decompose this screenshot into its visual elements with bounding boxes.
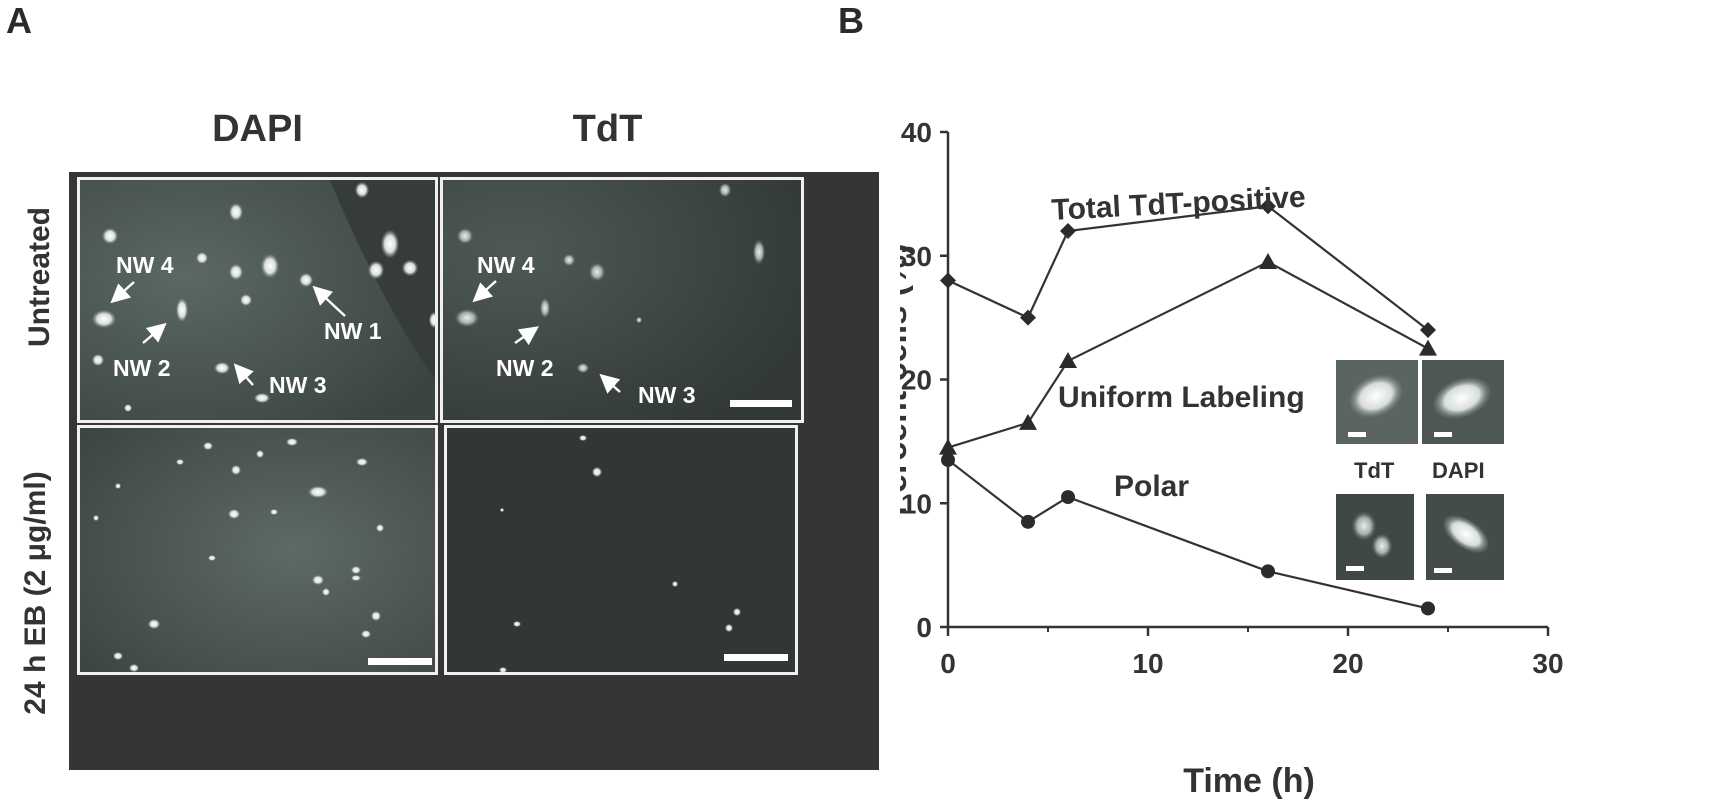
- data-point-2-1: [1021, 514, 1035, 529]
- data-point-2-0: [941, 452, 955, 467]
- column-header-dapi: DAPI: [212, 108, 303, 150]
- chart-axes: 0 10 20 30 40 0 10 20 30: [901, 120, 1564, 679]
- y-tick-label: 40: [901, 120, 932, 148]
- x-tick-label: 30: [1532, 648, 1563, 679]
- series-label-uniform: Uniform Labeling: [1058, 381, 1305, 414]
- annotation-dapi-nw2: NW 2: [113, 355, 171, 381]
- inset-polar-tdt: [1336, 494, 1414, 580]
- annotation-dapi-nw1: NW 1: [324, 318, 382, 344]
- data-point-1-4: [1419, 339, 1437, 356]
- y-tick-label: 10: [901, 488, 932, 519]
- series-label-polar: Polar: [1114, 470, 1189, 503]
- column-header-tdt: TdT: [572, 108, 643, 150]
- annotation-arrows: [110, 280, 621, 394]
- data-point-0-1: [1020, 309, 1036, 326]
- inset-label-dapi: DAPI: [1432, 458, 1485, 483]
- annotation-tdt-nw2: NW 2: [496, 355, 554, 381]
- data-point-1-0: [939, 438, 957, 455]
- y-axis-label: Percent cells (%): [900, 243, 914, 515]
- inset-uniform-dapi: [1422, 360, 1504, 444]
- annotation-dapi-nw4: NW 4: [116, 252, 174, 278]
- scale-bar-tdt-untreated: [730, 400, 792, 407]
- x-axis-label: Time (h): [1183, 762, 1315, 800]
- y-tick-label: 0: [916, 612, 932, 643]
- data-point-2-3: [1261, 564, 1275, 579]
- data-point-1-1: [1019, 413, 1037, 430]
- micrograph-tdt-eb: [444, 425, 798, 675]
- data-point-2-4: [1421, 601, 1435, 616]
- data-point-0-0: [940, 272, 956, 289]
- line-chart: 0 10 20 30 40 0 10 20 30 Time (h) Percent cells …: [900, 120, 1564, 800]
- annotation-dapi-nw3: NW 3: [269, 372, 327, 398]
- micrograph-dapi-untreated: [77, 177, 438, 423]
- data-point-1-3: [1259, 252, 1277, 269]
- data-point-0-4: [1420, 322, 1436, 338]
- panel-b-label: B: [838, 0, 864, 41]
- inset-label-tdt: TdT: [1354, 458, 1395, 483]
- data-point-2-2: [1061, 490, 1075, 505]
- series-line-0: [947, 205, 1429, 331]
- micrograph-tdt-untreated: [440, 177, 804, 423]
- inset-uniform-tdt: [1336, 360, 1418, 444]
- x-tick-label: 20: [1332, 648, 1363, 679]
- scale-bar-tdt-eb: [724, 654, 788, 661]
- y-tick-label: 30: [901, 241, 932, 272]
- x-tick-label: 10: [1132, 648, 1163, 679]
- x-tick-label: 0: [940, 648, 956, 679]
- scale-bar-dapi-eb: [368, 658, 432, 665]
- annotation-tdt-nw3: NW 3: [638, 382, 696, 408]
- data-point-0-3: [1260, 198, 1276, 215]
- data-point-0-2: [1060, 223, 1076, 239]
- data-point-1-2: [1059, 351, 1077, 368]
- annotation-tdt-nw4: NW 4: [477, 252, 535, 278]
- series-markers: [939, 198, 1437, 616]
- panel-a-label: A: [6, 0, 32, 41]
- inset-polar-dapi: [1426, 494, 1504, 580]
- micrograph-dapi-eb: [77, 425, 438, 675]
- y-tick-label: 20: [901, 365, 932, 396]
- series-label-total: Total TdT-positive: [1051, 181, 1307, 227]
